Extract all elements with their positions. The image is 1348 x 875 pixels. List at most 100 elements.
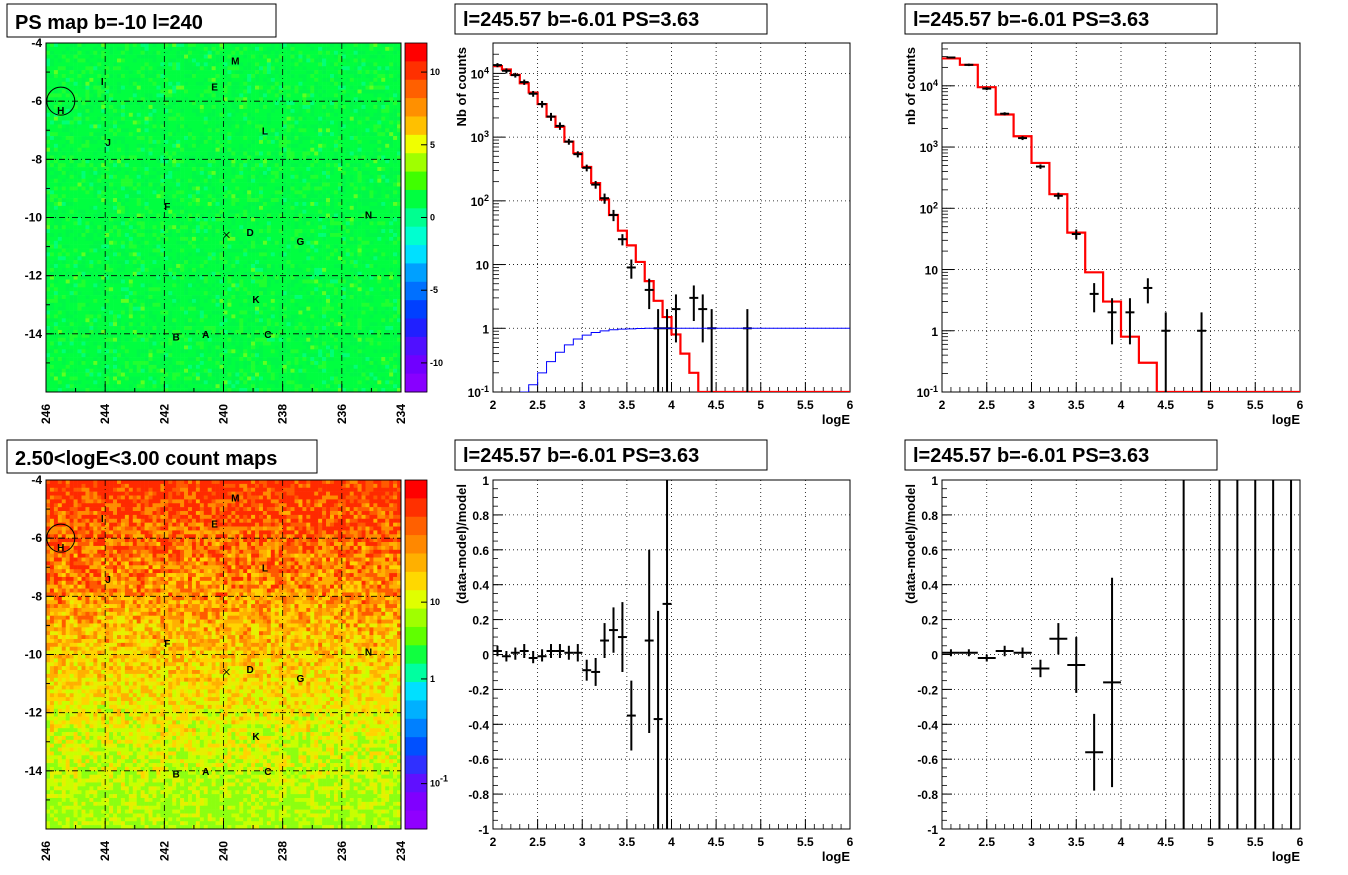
heatmap-cell [73, 128, 78, 133]
heatmap-cell [195, 201, 201, 207]
heatmap-cell [239, 248, 244, 253]
heatmap-cell [278, 248, 283, 253]
heatmap-cell [262, 147, 268, 152]
heatmap-cell [278, 58, 283, 63]
heatmap-cell [120, 163, 126, 168]
heatmap-cell [389, 62, 394, 67]
heatmap-cell [322, 62, 327, 67]
heatmap-cell [117, 186, 122, 191]
heatmap-cell [65, 62, 70, 67]
heatmap-cell [85, 209, 90, 214]
heatmap-cell [184, 151, 189, 156]
heatmap-cell [113, 252, 118, 257]
heatmap-cell [184, 155, 189, 160]
heatmap-cell [176, 233, 181, 238]
heatmap-cell [333, 209, 339, 214]
heatmap-cell [144, 163, 149, 168]
heatmap-cell [306, 66, 311, 71]
heatmap-cell [322, 136, 327, 141]
heatmap-cell [243, 186, 248, 191]
heatmap-cell [337, 46, 343, 52]
heatmap-cell [349, 143, 354, 148]
heatmap-cell [215, 120, 220, 125]
heatmap-cell [361, 159, 366, 164]
heatmap-cell [278, 70, 283, 75]
heatmap-cell [365, 236, 370, 242]
heatmap-cell [231, 151, 236, 156]
heatmap-cell [61, 194, 67, 199]
heatmap-cell [231, 209, 236, 214]
heatmap-cell [140, 54, 145, 59]
heatmap-cell [353, 236, 358, 242]
heatmap-cell [310, 174, 315, 180]
heatmap-cell [345, 105, 351, 110]
heatmap-cell [294, 205, 299, 211]
heatmap-cell [97, 256, 102, 261]
heatmap-cell [290, 101, 295, 106]
heatmap-cell [117, 229, 122, 234]
heatmap-cell [136, 81, 141, 86]
heatmap-cell [381, 46, 386, 52]
heatmap-cell [140, 128, 145, 133]
heatmap-cell [168, 233, 173, 238]
heatmap-cell [227, 85, 232, 90]
heatmap-cell [101, 46, 106, 52]
heatmap-cell [148, 54, 153, 59]
heatmap-cell [140, 139, 145, 145]
heatmap-cell [349, 93, 354, 98]
heatmap-cell [148, 139, 153, 145]
heatmap-cell [132, 74, 138, 79]
heatmap-cell [148, 50, 153, 55]
heatmap-cell [203, 89, 209, 94]
heatmap-cell [53, 112, 59, 117]
heatmap-cell [262, 170, 268, 176]
heatmap-cell [251, 105, 256, 110]
heatmap-cell [199, 43, 205, 48]
heatmap-cell [97, 229, 102, 234]
heatmap-cell [349, 194, 354, 199]
heatmap-cell [393, 128, 398, 133]
heatmap-cell [120, 97, 126, 102]
heatmap-cell [353, 124, 358, 129]
heatmap-cell [148, 194, 153, 199]
heatmap-cell [282, 225, 287, 230]
heatmap-cell [247, 178, 252, 183]
heatmap-cell [93, 116, 98, 121]
heatmap-cell [117, 240, 122, 245]
heatmap-cell [160, 205, 165, 211]
heatmap-cell [377, 50, 382, 55]
heatmap-cell [270, 205, 276, 211]
heatmap-cell [259, 190, 264, 195]
heatmap-cell [140, 105, 145, 110]
heatmap-cell [140, 217, 145, 222]
heatmap-cell [294, 101, 299, 106]
heatmap-cell [318, 252, 323, 257]
heatmap-cell [365, 217, 370, 222]
heatmap-cell [349, 105, 354, 110]
heatmap-cell [227, 116, 232, 121]
heatmap-cell [294, 50, 299, 55]
heatmap-cell [164, 62, 169, 67]
heatmap-cell [195, 89, 201, 94]
heatmap-cell [136, 194, 141, 199]
heatmap-cell [251, 101, 256, 106]
heatmap-cell [109, 46, 114, 52]
heatmap-cell [266, 221, 272, 226]
heatmap-cell [128, 174, 134, 180]
heatmap-cell [326, 229, 331, 234]
heatmap-cell [53, 182, 59, 187]
heatmap-cell [357, 174, 362, 180]
heatmap-cell [93, 182, 98, 187]
heatmap-cell [89, 194, 94, 199]
heatmap-cell [262, 105, 268, 110]
heatmap-cell [302, 124, 307, 129]
heatmap-cell [357, 66, 362, 71]
heatmap-cell [385, 116, 390, 121]
heatmap-cell [219, 244, 224, 249]
heatmap-cell [211, 85, 216, 90]
heatmap-cell [136, 201, 141, 207]
heatmap-cell [132, 217, 138, 222]
heatmap-cell [251, 136, 256, 141]
heatmap-cell [219, 77, 224, 83]
heatmap-cell [65, 50, 70, 55]
